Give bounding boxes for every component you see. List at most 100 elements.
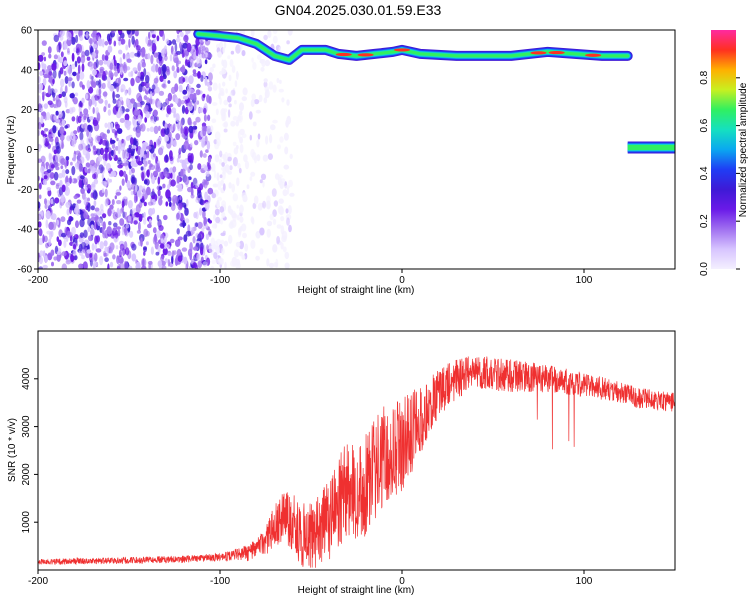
noise-speckle: [107, 45, 113, 53]
noise-speckle: [211, 118, 217, 124]
noise-speckle: [287, 30, 293, 36]
noise-speckle: [63, 60, 68, 67]
noise-speckle: [53, 54, 59, 60]
noise-speckle: [194, 125, 198, 130]
noise-speckle: [55, 153, 61, 163]
noise-speckle: [117, 159, 123, 165]
noise-speckle: [125, 135, 131, 141]
noise-speckle: [230, 120, 236, 127]
snr-y-tick-label: 1000: [21, 511, 32, 534]
noise-speckle: [64, 226, 68, 235]
noise-speckle: [60, 165, 64, 170]
noise-speckle: [95, 59, 99, 68]
noise-speckle: [232, 116, 238, 121]
noise-speckle: [143, 246, 147, 251]
snr-y-label: SNR (10 * v/v): [7, 418, 18, 482]
noise-speckle: [180, 99, 185, 105]
noise-speckle: [60, 78, 65, 88]
noise-speckle: [219, 87, 225, 96]
noise-speckle: [157, 138, 161, 146]
noise-speckle: [182, 89, 188, 95]
noise-speckle: [167, 80, 171, 84]
noise-speckle: [156, 230, 161, 239]
noise-speckle: [119, 57, 123, 65]
noise-speckle: [213, 214, 216, 221]
noise-speckle: [75, 150, 81, 156]
noise-speckle: [269, 213, 274, 221]
noise-speckle: [84, 166, 88, 173]
noise-speckle: [142, 141, 147, 152]
noise-speckle: [132, 67, 138, 72]
noise-speckle: [104, 152, 108, 162]
noise-speckle: [94, 214, 99, 223]
noise-speckle: [131, 35, 135, 45]
noise-speckle: [235, 241, 241, 248]
colorbar-tick-label: 0.4: [699, 166, 710, 180]
noise-speckle: [148, 165, 152, 171]
noise-speckle: [286, 40, 290, 45]
noise-speckle: [140, 123, 146, 132]
noise-speckle: [289, 192, 295, 197]
noise-speckle: [201, 227, 205, 233]
noise-speckle: [46, 187, 51, 191]
noise-speckle: [176, 66, 180, 73]
snr-y-tick-label: 3000: [21, 415, 32, 438]
noise-speckle: [85, 31, 89, 39]
noise-speckle: [238, 251, 244, 257]
noise-speckle: [125, 44, 129, 51]
noise-speckle: [47, 46, 52, 54]
noise-speckle: [53, 149, 58, 155]
noise-speckle: [174, 42, 178, 53]
noise-speckle: [236, 204, 239, 209]
noise-speckle: [179, 195, 182, 201]
noise-speckle: [120, 257, 124, 264]
noise-speckle: [157, 260, 162, 268]
noise-speckle: [219, 174, 223, 179]
noise-speckle: [136, 189, 142, 198]
noise-speckle: [84, 49, 90, 57]
spectrogram-y-tick-label: 20: [21, 105, 33, 116]
noise-speckle: [118, 77, 121, 85]
noise-speckle: [228, 221, 235, 229]
noise-speckle: [197, 163, 202, 170]
noise-speckle: [129, 209, 133, 217]
noise-speckle: [182, 220, 186, 228]
noise-speckle: [40, 130, 45, 136]
noise-speckle: [208, 95, 212, 104]
noise-speckle: [71, 226, 76, 236]
noise-speckle: [227, 156, 232, 162]
noise-speckle: [263, 34, 268, 41]
noise-speckle: [104, 122, 108, 128]
noise-speckle: [45, 219, 49, 229]
spectrogram-x-tick-label: 0: [399, 275, 405, 286]
noise-speckle: [202, 179, 206, 187]
noise-speckle: [71, 165, 76, 176]
noise-speckle: [180, 119, 184, 129]
noise-speckle: [63, 239, 67, 248]
noise-speckle: [56, 236, 60, 242]
noise-speckle: [215, 108, 219, 116]
noise-speckle: [152, 30, 157, 35]
noise-speckle: [270, 124, 276, 131]
noise-speckle: [151, 33, 156, 39]
noise-speckle: [52, 69, 57, 79]
noise-speckle: [124, 90, 128, 96]
noise-speckle: [236, 214, 240, 221]
noise-speckle: [87, 226, 91, 233]
noise-speckle: [162, 32, 166, 42]
noise-speckle: [272, 30, 278, 35]
noise-speckle: [199, 246, 204, 256]
noise-speckle: [256, 154, 261, 162]
noise-speckle: [160, 260, 166, 266]
noise-speckle: [276, 236, 280, 244]
noise-speckle: [204, 59, 208, 65]
noise-speckle: [120, 32, 125, 39]
noise-speckle: [50, 215, 54, 220]
noise-speckle: [129, 230, 134, 238]
noise-speckle: [117, 164, 123, 169]
noise-speckle: [45, 210, 51, 220]
noise-speckle: [59, 133, 65, 141]
noise-speckle: [212, 183, 219, 188]
noise-speckle: [99, 68, 104, 74]
noise-speckle: [255, 109, 261, 114]
